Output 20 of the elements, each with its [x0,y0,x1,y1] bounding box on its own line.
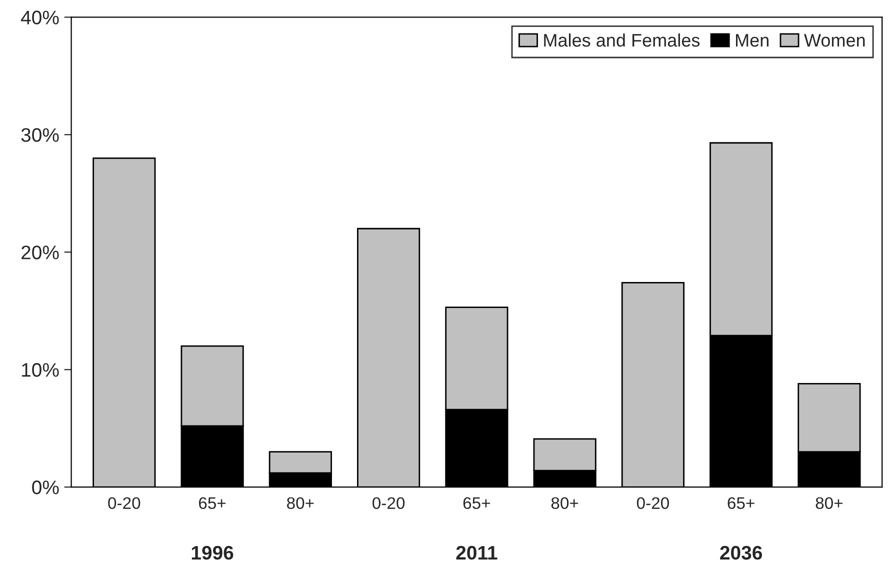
x-tick-label: 0-20 [108,497,140,510]
x-tick-label: 80+ [816,497,843,510]
legend-label: Men [736,34,768,47]
y-tick-label: 20% [22,246,59,260]
legend-label: Males and Females [544,33,700,47]
text: 1996 [192,546,234,560]
x-tick-label: 80+ [287,497,314,510]
legend-label: Women [804,34,865,47]
x-tick-label: 65+ [199,497,226,510]
y-tick-label: 30% [21,128,59,142]
x-tick-label: 80+ [551,497,578,510]
x-tick-label: 65+ [728,497,754,510]
y-tick-label: 40% [21,10,59,24]
text: 2036 [720,546,762,560]
x-tick-label: 0-20 [636,497,669,510]
y-tick-label: 10% [22,363,59,377]
x-tick-label: 65+ [463,497,490,510]
y-tick-label: 0% [32,480,59,494]
x-tick-label: 0-20 [372,497,405,510]
text: 2011 [456,546,498,560]
